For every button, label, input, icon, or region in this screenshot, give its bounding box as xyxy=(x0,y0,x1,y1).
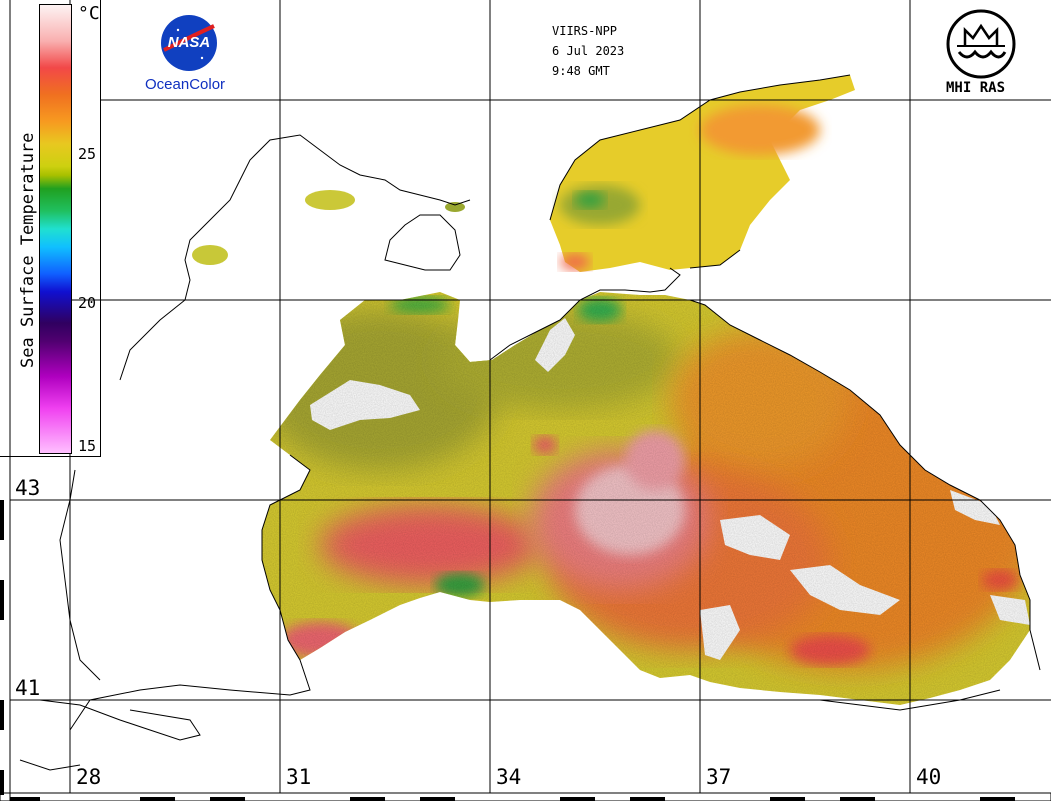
nasa-wordmark: NASA xyxy=(167,34,211,51)
colorbar-tick-15: 15 xyxy=(78,437,97,455)
sensor-label: VIIRS-NPP xyxy=(552,24,618,38)
coastline xyxy=(19,74,1041,801)
lon-label-28: 28 xyxy=(76,765,102,789)
left-scale-bar xyxy=(0,0,11,801)
lat-label-43: 43 xyxy=(15,476,41,500)
lon-label-40: 40 xyxy=(916,765,942,789)
mhi-ras-label: MHI RAS xyxy=(946,80,1006,96)
sea-of-azov xyxy=(550,75,855,272)
lon-label-37: 37 xyxy=(706,765,732,789)
temperature-colorbar xyxy=(39,4,72,454)
lon-label-31: 31 xyxy=(286,765,312,789)
colorbar-unit: °C xyxy=(78,3,100,24)
nasa-logo: NASA xyxy=(158,12,220,74)
sea-temperature-field xyxy=(262,292,1030,705)
date-label: 6 Jul 2023 xyxy=(552,44,625,58)
time-label: 9:48 GMT xyxy=(552,64,610,78)
lat-label-41: 41 xyxy=(15,676,41,700)
oceancolor-label: OceanColor xyxy=(145,76,226,93)
bottom-scale-bar xyxy=(0,792,1051,801)
lon-label-34: 34 xyxy=(496,765,522,789)
nw-shelf-patches xyxy=(192,190,465,265)
mhi-logo xyxy=(945,8,1017,80)
colorbar-frame xyxy=(0,0,101,457)
colorbar-tick-25: 25 xyxy=(78,145,97,163)
colorbar-tick-20: 20 xyxy=(78,294,97,312)
